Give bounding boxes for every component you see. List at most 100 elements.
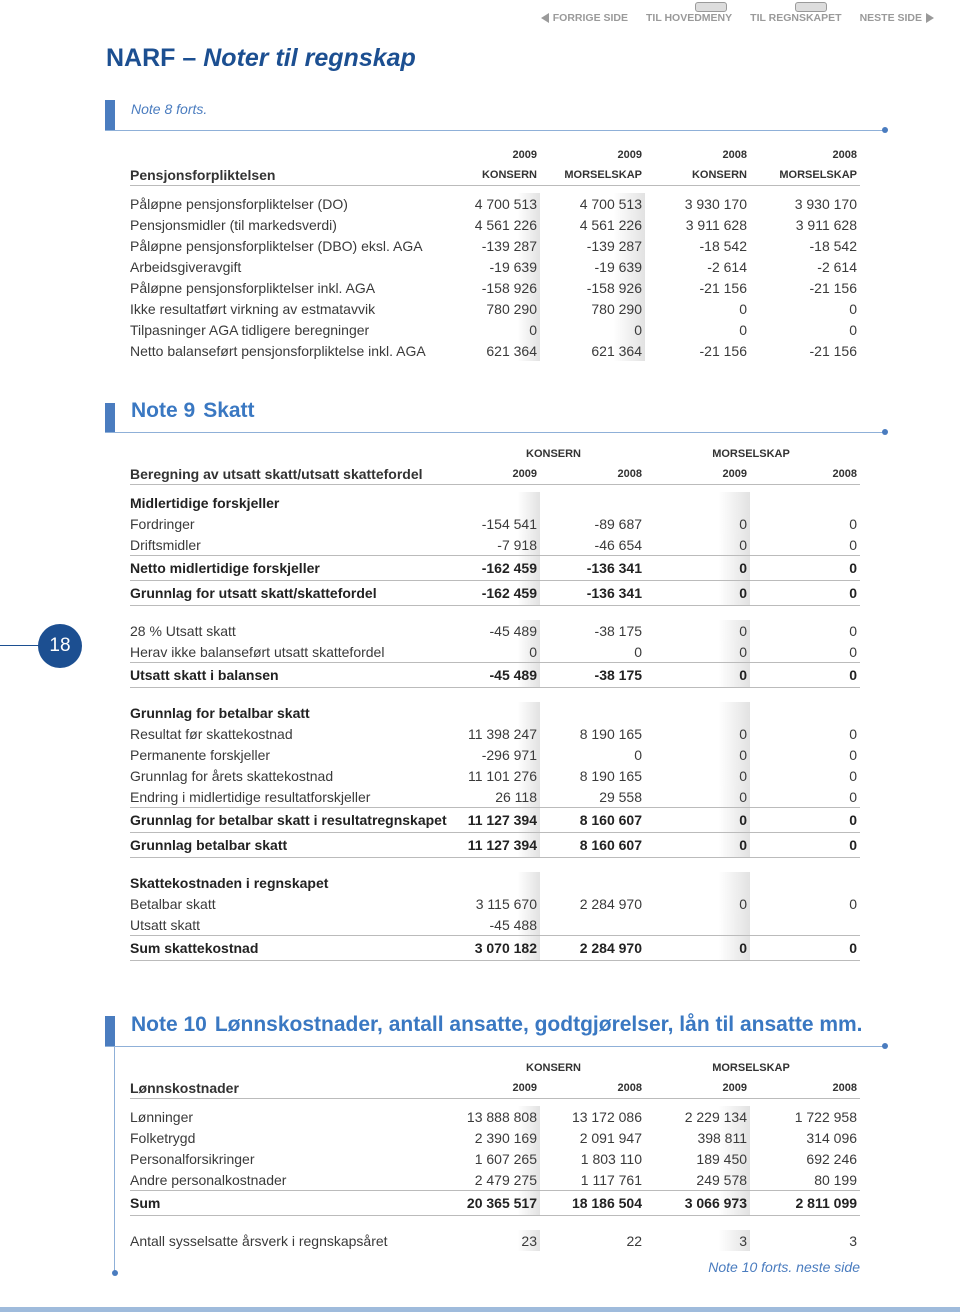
value-cell: 0 — [645, 807, 751, 833]
table-label: Beregning av utsatt skatt/utsatt skattef… — [130, 464, 465, 485]
row-label: Tilpasninger AGA tidligere beregninger — [130, 321, 370, 338]
row-total: Grunnlag for betalbar skatt i resultatre… — [130, 807, 861, 833]
table-label: Pensjonsforpliktelsen — [130, 165, 465, 186]
value-cell: -18 542 — [809, 237, 857, 254]
row-item: Herav ikke balanseført utsatt skatteford… — [130, 641, 860, 663]
group-header: MORSELSKAP — [712, 1061, 790, 1074]
value-cell: 780 290 — [540, 298, 645, 319]
row-item: Andre personalkostnader 2 479 275 1 117 76… — [130, 1169, 860, 1191]
value-cell: 0 — [645, 786, 751, 808]
divider-dot — [882, 1043, 888, 1049]
column-header: 2008 — [750, 1078, 861, 1099]
column-header: MORSELSKAP — [540, 165, 645, 186]
row-label: Grunnlag betalbar skatt — [130, 832, 465, 858]
row-label: Påløpne pensjonsforpliktelser (DO) — [130, 195, 348, 212]
row-label: Midlertidige forskjeller — [130, 494, 280, 511]
value-cell: -19 639 — [465, 256, 540, 277]
row-label: Grunnlag for årets skattekostnad — [130, 767, 334, 784]
value-cell: 0 — [739, 321, 747, 338]
row-label: Sum skattekostnad — [130, 935, 465, 961]
value-cell: 0 — [645, 662, 751, 688]
value-cell: 0 — [849, 321, 857, 338]
value-cell: 0 — [634, 643, 643, 660]
value-cell: 80 199 — [814, 1171, 858, 1188]
row-heading: Midlertidige forskjeller — [130, 492, 860, 513]
row-label: Utsatt skatt i balansen — [130, 662, 465, 688]
column-header: 2009 — [465, 1078, 540, 1099]
row-label: Endring i midlertidige resultatforskjell… — [130, 788, 371, 805]
value-cell: 0 — [634, 746, 643, 763]
row-label: Driftsmidler — [130, 536, 201, 553]
value-cell: -158 926 — [540, 277, 645, 298]
row-total: Grunnlag for utsatt skatt/skattefordel -1… — [130, 580, 861, 606]
nav-main-menu[interactable]: TIL HOVEDMENY — [646, 12, 732, 24]
row-label: 28 % Utsatt skatt — [130, 622, 236, 639]
row-item: Tilpasninger AGA tidligere beregninger 0 0… — [130, 319, 860, 340]
value-cell: 1 117 761 — [580, 1171, 643, 1188]
row-item: Ikke resultatført virkning av estmatavvi… — [130, 298, 860, 319]
spacer-cell — [130, 688, 860, 703]
spacer — [130, 606, 860, 621]
table-body: 2009 2009 2008 2008 Pensjonsforpliktelsen KON… — [130, 144, 860, 361]
value-cell — [540, 702, 645, 723]
value-cell: -21 156 — [699, 279, 747, 296]
section-bar — [105, 1016, 115, 1046]
value-cell: 3 930 170 — [684, 195, 747, 212]
row-label: Grunnlag for betalbar skatt — [130, 704, 310, 721]
column-header: 2008 — [540, 1078, 646, 1099]
table-body: KONSERN MORSELSKAP Beregning av utsatt ska… — [130, 443, 861, 961]
nav-accounts[interactable]: TIL REGNSKAPET — [750, 12, 841, 24]
header-cell — [130, 1057, 465, 1078]
value-cell: 0 — [750, 580, 861, 606]
column-header: KONSERN — [645, 165, 750, 186]
divider — [105, 432, 885, 433]
value-cell: 20 365 517 — [465, 1190, 540, 1216]
value-cell: 2 229 134 — [645, 1106, 751, 1127]
header-row: KONSERN MORSELSKAP — [130, 1057, 860, 1078]
nav-label: FORRIGE SIDE — [552, 12, 628, 24]
value-cell: 29 558 — [599, 788, 643, 805]
row-item: Netto balanseført pensjonsforpliktelse i… — [130, 340, 860, 361]
title-main: Noter til regnskap — [203, 44, 416, 72]
value-cell: 189 450 — [645, 1148, 751, 1169]
value-cell: 0 — [645, 744, 751, 765]
value-cell: 0 — [849, 767, 858, 784]
header-year: 2009 — [512, 148, 537, 161]
value-cell: 3 070 182 — [465, 935, 540, 961]
value-cell: 0 — [739, 300, 747, 317]
value-cell: 0 — [645, 534, 751, 556]
row-label: Pensjonsmidler (til markedsverdi) — [130, 216, 337, 233]
value-cell: 13 172 086 — [571, 1108, 643, 1125]
value-cell — [465, 872, 540, 893]
spacer-cell — [130, 1216, 860, 1231]
row-item: Resultat før skattekostnad 11 398 247 8 19… — [130, 723, 860, 744]
row-total: Grunnlag betalbar skatt 11 127 394 8 160 6… — [130, 832, 861, 858]
row-item: Endring i midlertidige resultatforskjell… — [130, 786, 860, 808]
header-row: Lønnskostnader 2009 2008 2009 2008 — [130, 1078, 861, 1099]
header-year: 2009 — [617, 148, 642, 161]
value-cell — [540, 872, 645, 893]
value-cell: 8 160 607 — [540, 832, 646, 858]
group-header: MORSELSKAP — [712, 447, 790, 460]
value-cell: 0 — [750, 662, 861, 688]
row-label: Permanente forskjeller — [130, 746, 271, 763]
value-cell: 13 888 808 — [465, 1106, 540, 1127]
value-cell: 11 127 394 — [465, 832, 540, 858]
spacer-cell — [130, 186, 860, 194]
value-cell: -158 926 — [465, 277, 540, 298]
row-total: Netto midlertidige forskjeller -162 459 -1… — [130, 555, 861, 581]
value-cell: 3 — [645, 1230, 751, 1251]
divider — [105, 1046, 885, 1047]
nav-next[interactable]: NESTE SIDE — [860, 12, 934, 24]
nav-previous[interactable]: FORRIGE SIDE — [540, 12, 628, 24]
value-cell — [540, 492, 645, 513]
value-cell: -46 654 — [594, 536, 643, 553]
header-row: 2009 2009 2008 2008 — [130, 144, 860, 165]
row-total: Sum skattekostnad 3 070 182 2 284 970 0 0 — [130, 935, 861, 961]
row-heading: Skattekostnaden i regnskapet — [130, 872, 860, 893]
row-item: 28 % Utsatt skatt -45 489 -38 175 0 0 — [130, 620, 860, 641]
pension-table: 2009 2009 2008 2008 Pensjonsforpliktelsen KON… — [130, 144, 860, 361]
column-header: 2008 — [540, 464, 646, 485]
side-dot — [112, 1270, 118, 1276]
row-label: Herav ikke balanseført utsatt skatteford… — [130, 643, 385, 660]
